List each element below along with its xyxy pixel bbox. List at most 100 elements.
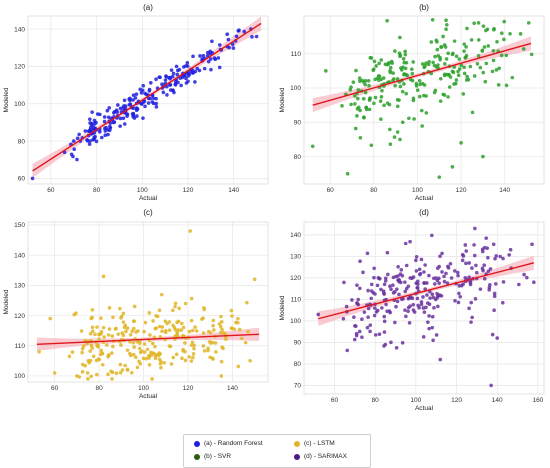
data-point <box>420 81 425 86</box>
data-point <box>434 276 438 280</box>
data-point <box>141 83 146 88</box>
data-point <box>407 296 412 300</box>
data-point <box>464 261 468 266</box>
data-point <box>432 63 437 68</box>
data-point <box>250 35 254 39</box>
data-point <box>517 282 521 287</box>
data-point <box>124 329 128 334</box>
data-point <box>474 263 478 268</box>
legend-item-lstm: (c) - LSTM <box>294 440 335 447</box>
data-point <box>189 296 194 301</box>
data-point <box>411 275 416 279</box>
data-point <box>422 65 426 70</box>
data-point <box>483 79 488 84</box>
data-point <box>391 78 395 83</box>
data-point <box>430 17 435 22</box>
data-point <box>99 135 104 140</box>
data-point <box>497 66 501 71</box>
data-point <box>75 136 80 141</box>
data-point <box>220 327 224 332</box>
data-point <box>495 40 499 44</box>
data-point <box>448 261 453 266</box>
data-point <box>446 95 450 99</box>
data-point <box>142 329 146 334</box>
data-point <box>491 49 496 53</box>
data-point <box>316 312 321 317</box>
data-point <box>102 335 106 339</box>
data-point <box>201 344 206 348</box>
data-point <box>393 49 397 53</box>
data-point <box>229 326 234 331</box>
data-point <box>190 328 195 333</box>
data-point <box>467 275 471 279</box>
data-point <box>403 289 408 294</box>
data-point <box>164 74 168 78</box>
data-point <box>231 46 236 50</box>
data-point <box>357 76 362 80</box>
y-tick-label: 80 <box>18 138 26 145</box>
data-point <box>132 304 137 309</box>
data-point <box>458 294 463 299</box>
data-point <box>206 348 210 353</box>
data-point <box>125 368 130 372</box>
data-point <box>493 257 497 261</box>
data-point <box>198 54 202 58</box>
panel-3: 60 80 100 120 140 100 110 120 130 140 150 (c) Actual… <box>3 208 269 400</box>
data-point <box>67 354 72 359</box>
data-point <box>379 58 384 62</box>
data-point <box>476 38 481 42</box>
x-axis-label: Actual <box>415 405 434 412</box>
data-point <box>133 96 138 100</box>
data-point <box>430 314 435 319</box>
data-point <box>180 321 184 326</box>
data-point <box>445 22 449 27</box>
data-point <box>102 119 107 124</box>
data-point <box>427 326 431 331</box>
data-point <box>421 335 426 339</box>
data-point <box>90 329 95 333</box>
data-point <box>357 329 362 334</box>
data-point <box>404 263 409 268</box>
data-point <box>142 350 147 354</box>
data-point <box>147 363 152 367</box>
data-point <box>225 32 230 37</box>
data-point <box>395 104 400 109</box>
data-point <box>433 54 437 59</box>
data-point <box>152 335 157 340</box>
data-point <box>407 321 412 325</box>
data-point <box>427 302 432 307</box>
data-point <box>128 353 133 358</box>
data-point <box>468 282 473 287</box>
data-point <box>430 292 435 297</box>
data-point <box>206 59 211 64</box>
x-tick-label: 140 <box>227 385 238 392</box>
data-point <box>89 374 93 379</box>
data-point <box>121 320 126 324</box>
data-point <box>131 352 136 357</box>
legend-marker-sarimax <box>294 453 300 460</box>
data-point <box>119 343 123 347</box>
data-point <box>99 316 103 320</box>
data-point <box>159 365 163 370</box>
data-point <box>172 90 176 95</box>
data-point <box>365 251 370 256</box>
data-point <box>405 73 410 78</box>
data-point <box>399 66 403 70</box>
x-tick-label: 120 <box>456 187 467 194</box>
data-point <box>406 309 410 314</box>
data-point <box>466 77 471 82</box>
data-point <box>388 127 392 132</box>
data-point <box>412 117 416 121</box>
data-point <box>175 330 180 334</box>
data-point <box>377 61 381 66</box>
data-point <box>481 154 485 159</box>
data-point <box>442 274 446 279</box>
data-point <box>456 273 460 278</box>
legend-marker-random-forest <box>194 440 200 447</box>
data-point <box>425 293 429 297</box>
data-point <box>350 298 354 302</box>
data-point <box>165 93 169 97</box>
legend-marker-lstm <box>294 440 300 447</box>
data-point <box>114 371 119 376</box>
data-point <box>83 129 88 133</box>
